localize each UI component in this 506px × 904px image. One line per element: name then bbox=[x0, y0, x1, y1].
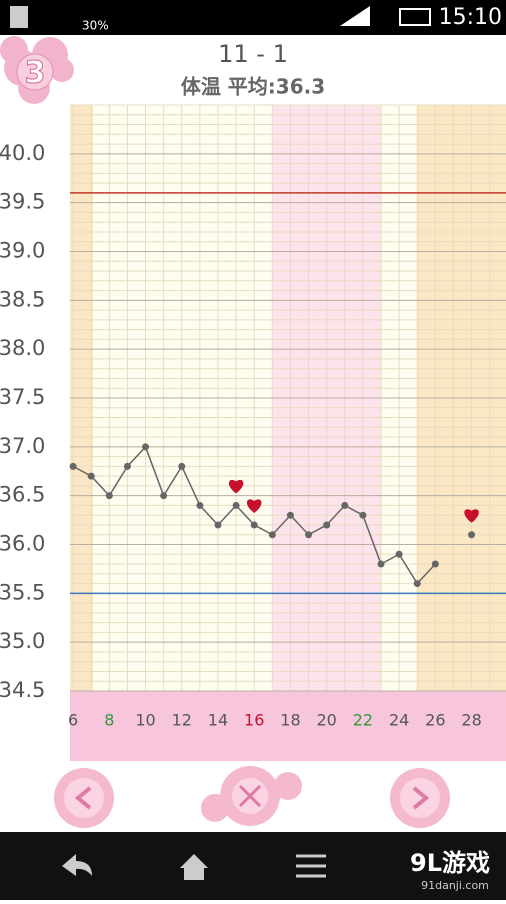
temperature-point bbox=[431, 560, 439, 568]
x-tick-label: 12 bbox=[172, 711, 192, 730]
next-button[interactable] bbox=[390, 768, 450, 828]
watermark-url: 91danji.com bbox=[421, 879, 489, 892]
temperature-point bbox=[123, 462, 131, 470]
y-tick-label: 38.0 bbox=[0, 336, 45, 360]
x-tick-label: 20 bbox=[316, 711, 336, 730]
temperature-point bbox=[395, 550, 403, 558]
x-tick-label: 22 bbox=[353, 711, 373, 730]
temperature-point bbox=[160, 492, 168, 500]
header-subtitle: 体温 平均:36.3 bbox=[181, 75, 325, 99]
menu-button[interactable] bbox=[296, 854, 326, 878]
x-tick-label: 18 bbox=[280, 711, 300, 730]
x-tick-label: 6 bbox=[68, 711, 78, 730]
x-tick-label: 16 bbox=[244, 711, 264, 730]
temperature-point bbox=[178, 462, 186, 470]
heart-marker bbox=[464, 509, 479, 523]
zoom-button[interactable] bbox=[201, 766, 302, 826]
badge: 3 bbox=[0, 36, 74, 104]
temperature-point bbox=[69, 462, 77, 470]
temperature-point bbox=[413, 580, 421, 588]
y-tick-label: 35.0 bbox=[0, 629, 45, 653]
temperature-point bbox=[87, 472, 95, 480]
battery-icon bbox=[399, 8, 431, 26]
watermark-logo: 9L游戏 bbox=[410, 849, 490, 877]
temperature-point bbox=[468, 531, 476, 539]
y-tick-label: 36.5 bbox=[0, 483, 45, 507]
temperature-point bbox=[232, 501, 240, 509]
back-button[interactable] bbox=[62, 854, 92, 876]
plot: 34.5 35.0 35.5 36.0 36.5 37.0 37.5 38.0 38.5 39.0… bbox=[0, 104, 506, 730]
temperature-point bbox=[196, 501, 204, 509]
badge-number: 3 bbox=[25, 56, 46, 91]
clock: 15:10 bbox=[439, 5, 502, 30]
y-tick-label: 40.0 bbox=[0, 141, 45, 165]
x-tick-label: 26 bbox=[425, 711, 445, 730]
y-tick-label: 38.5 bbox=[0, 287, 45, 311]
y-tick-label: 34.5 bbox=[0, 678, 45, 702]
battery-text: 30% bbox=[82, 19, 109, 33]
x-tick-label: 8 bbox=[104, 711, 114, 730]
prev-button[interactable] bbox=[54, 768, 114, 828]
x-tick-label: 14 bbox=[208, 711, 228, 730]
temperature-point bbox=[323, 521, 331, 529]
y-tick-label: 35.5 bbox=[0, 580, 45, 604]
x-tick-label: 10 bbox=[135, 711, 155, 730]
header-title: 11 - 1 bbox=[218, 40, 288, 68]
temperature-point bbox=[341, 501, 349, 509]
heart-marker bbox=[228, 479, 244, 494]
status-bar bbox=[0, 0, 506, 35]
x-tick-label: 24 bbox=[389, 711, 409, 730]
y-tick-label: 39.5 bbox=[0, 190, 45, 214]
temperature-point bbox=[305, 531, 313, 539]
temperature-point bbox=[250, 521, 258, 529]
temperature-point bbox=[286, 511, 294, 519]
y-tick-label: 37.5 bbox=[0, 385, 45, 409]
temperature-point bbox=[268, 531, 276, 539]
heart-marker bbox=[246, 499, 262, 513]
temperature-point bbox=[214, 521, 222, 529]
status-icon bbox=[10, 6, 28, 28]
home-button[interactable] bbox=[180, 854, 208, 880]
temperature-point bbox=[377, 560, 385, 568]
y-tick-label: 36.0 bbox=[0, 532, 45, 556]
signal-icon bbox=[340, 6, 370, 26]
x-axis-strip bbox=[70, 691, 506, 761]
temperature-point bbox=[105, 492, 113, 500]
temperature-point bbox=[142, 443, 150, 451]
y-tick-label: 37.0 bbox=[0, 434, 45, 458]
x-tick-label: 28 bbox=[461, 711, 481, 730]
y-tick-label: 39.0 bbox=[0, 239, 45, 263]
temperature-point bbox=[359, 511, 367, 519]
